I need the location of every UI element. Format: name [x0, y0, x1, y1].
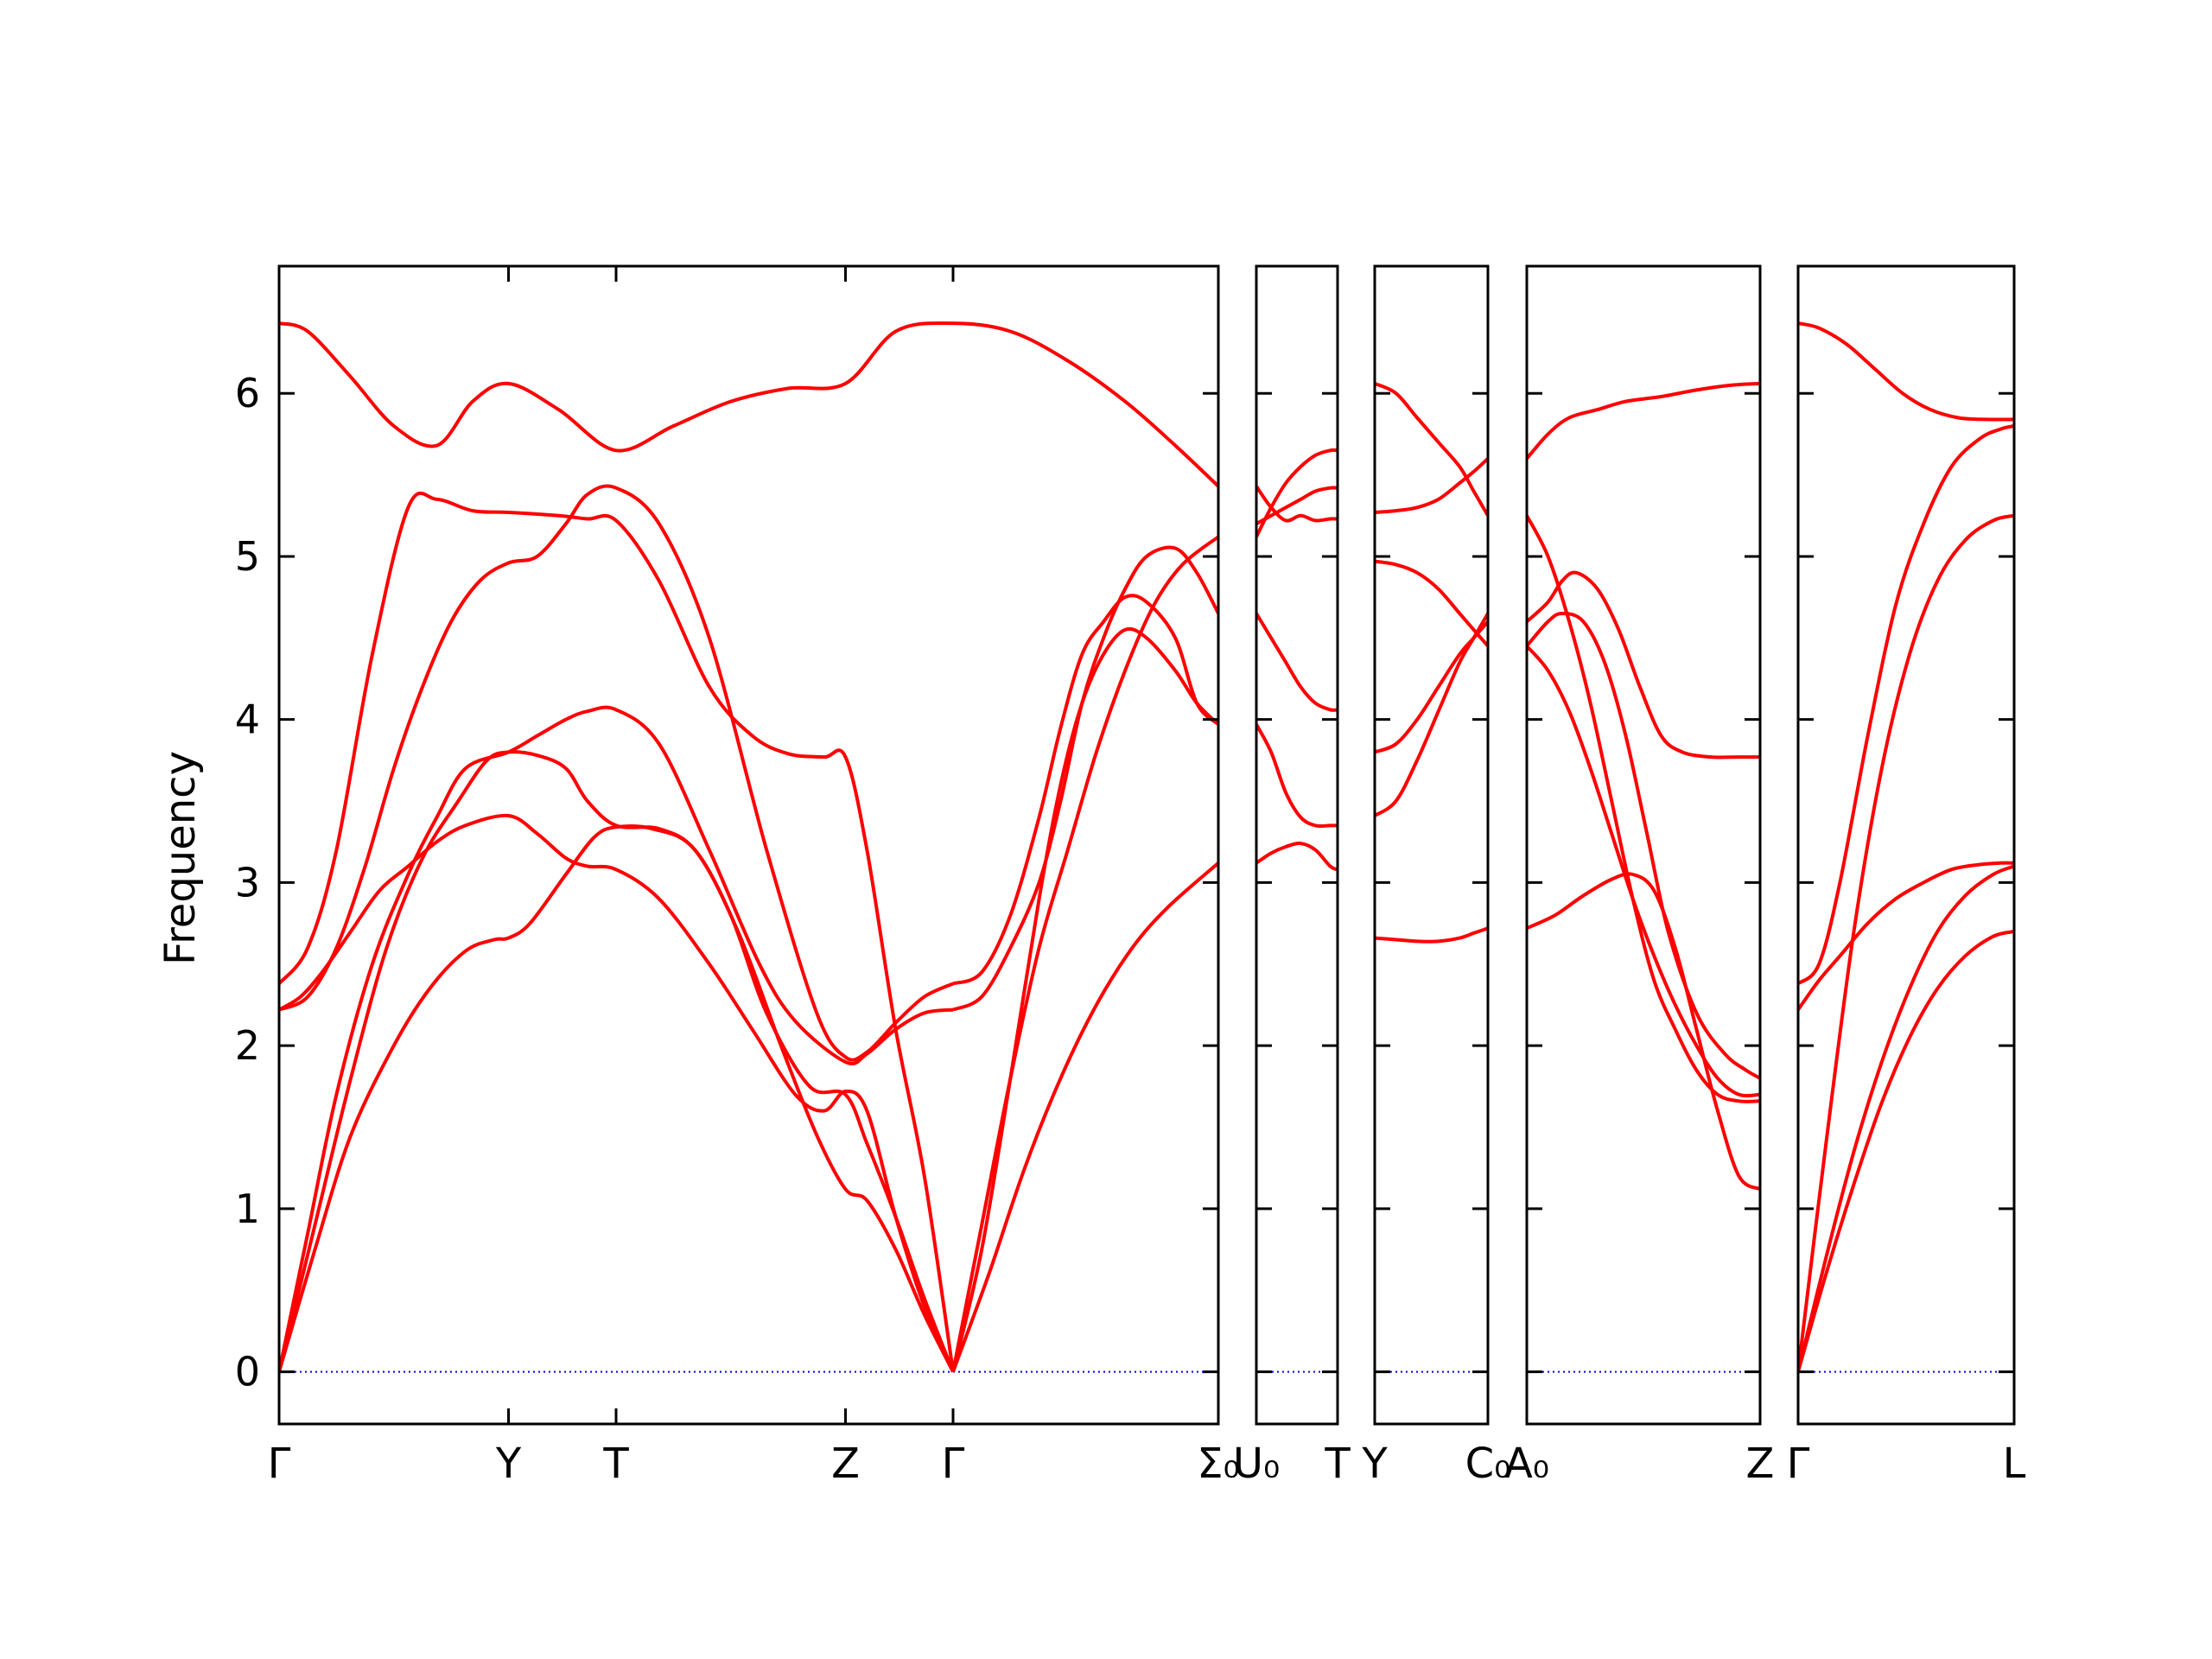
x-tick-label: A₀	[1504, 1440, 1549, 1488]
band-line-5	[1527, 645, 1760, 1098]
band-line-4	[1256, 612, 1338, 712]
x-tick-label: Y	[495, 1440, 522, 1488]
panel-frame	[1525, 264, 1762, 1426]
y-tick-label: 3	[235, 859, 260, 906]
band-line-8	[951, 626, 1218, 1373]
band-line-2	[279, 491, 955, 1372]
band-panel-4: A₀ Z	[1504, 264, 1775, 1488]
band-line-3	[279, 484, 954, 1062]
band-line-3	[1256, 486, 1338, 525]
x-tick-label: T	[602, 1440, 629, 1488]
y-tick-label: 6	[235, 370, 260, 416]
x-tick-label: Γ	[268, 1440, 291, 1488]
panel-frame	[277, 264, 1220, 1426]
x-tick-label: Γ	[1787, 1440, 1810, 1488]
band-line-3	[1375, 559, 1488, 648]
y-tick-label: 4	[235, 696, 260, 743]
panel-frame	[1796, 264, 2016, 1426]
band-line-1	[1375, 382, 1488, 517]
x-tick-label: Y	[1361, 1440, 1388, 1488]
band-curves	[1798, 321, 2014, 1373]
y-tick-label: 2	[235, 1022, 260, 1069]
x-tick-label: U₀	[1233, 1440, 1280, 1488]
band-curves	[279, 321, 1218, 1373]
x-tick-label: Z	[1746, 1440, 1775, 1488]
band-panel-2: U₀ T	[1233, 264, 1351, 1488]
band-curves	[1375, 382, 1488, 944]
band-line-6	[1375, 926, 1488, 944]
band-line-3	[1527, 612, 1760, 1080]
band-panel-1: Γ Y T Z Γ Σ₀	[268, 264, 1240, 1488]
panel-frame	[1255, 264, 1339, 1426]
band-line-5	[1375, 613, 1488, 817]
band-line-6	[1256, 842, 1338, 872]
y-tick-label: 1	[235, 1185, 260, 1232]
band-line-2	[1375, 457, 1488, 514]
band-line-5	[1256, 723, 1338, 829]
band-line-1	[279, 321, 1218, 488]
band-line-12	[951, 861, 1218, 1373]
x-tick-label: T	[1324, 1440, 1351, 1488]
band-line-2	[1256, 448, 1338, 538]
band-line-5	[279, 813, 955, 1373]
band-line-3	[1798, 513, 2014, 1372]
y-tick-label: 0	[235, 1349, 260, 1395]
band-line-11	[951, 535, 1218, 1372]
band-line-10	[952, 545, 1218, 1012]
band-curves	[1256, 448, 1338, 872]
band-line-6	[1527, 872, 1760, 1192]
panel-frame	[1373, 264, 1490, 1426]
band-line-6	[1798, 930, 2014, 1373]
band-line-6	[279, 750, 955, 1373]
band-line-1	[1798, 321, 2014, 422]
y-tick-label: 5	[235, 533, 260, 580]
x-tick-label: C₀	[1465, 1440, 1511, 1488]
x-tick-label: Γ	[942, 1440, 965, 1488]
x-tick-label: Σ₀	[1197, 1440, 1240, 1488]
band-curves	[1527, 381, 1760, 1192]
x-tick-label: L	[2003, 1440, 2026, 1488]
y-axis-label: Frequency	[156, 751, 205, 965]
band-line-9	[952, 594, 1218, 986]
band-line-4	[279, 705, 954, 1373]
band-line-7	[279, 823, 955, 1373]
band-line-5	[1798, 864, 2014, 1373]
x-tick-label: Z	[831, 1440, 860, 1488]
band-line-2	[1798, 424, 2014, 986]
band-line-4	[1798, 861, 2014, 1011]
band-panel-3: Y C₀	[1361, 264, 1511, 1488]
band-line-1	[1527, 381, 1760, 461]
y-axis: 0 1 2 3 4 5 6	[235, 370, 260, 1395]
band-line-2	[1527, 570, 1760, 760]
